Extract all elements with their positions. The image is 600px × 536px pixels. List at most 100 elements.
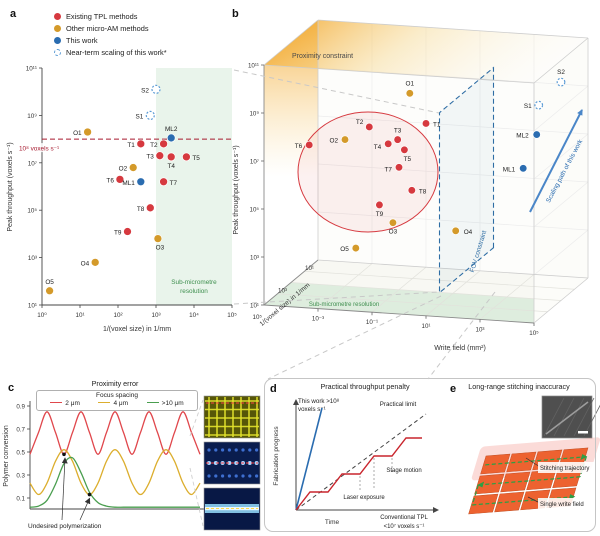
focus-spacing-legend: Focus spacing 2 μm 4 μm >10 μm [36,390,198,411]
point-O4 [90,257,100,267]
legend-item-thiswork: This work [54,34,167,46]
scale-bar [578,431,588,434]
b-z-tick: 10¹ [305,265,314,272]
point-label-O1: O1 [73,130,82,137]
b-point-ML1 [519,164,528,173]
point-S2 [151,84,161,94]
laser-exposure-label: Laser exposure [343,495,385,501]
proximity-top-face [264,20,588,83]
legend-item-2um: 2 μm [50,400,80,407]
point-T6 [115,175,125,184]
x-axis-title: 1/(voxel size) in 1/mm [103,326,171,333]
b-point-label-O2: O2 [329,138,338,145]
b-y-tick: 10¹¹ [248,63,259,70]
conventional-label: Conventional TPL [380,515,428,521]
y-tick-label: 10⁹ [27,113,37,120]
point-label-S2: S2 [141,87,149,94]
point-T7 [159,177,168,187]
other-dot-icon [54,24,61,32]
legend-item-scaling: Near-term scaling of this work* [54,46,167,58]
panel-d-letter: d [270,383,277,395]
b-y-tick: 10⁷ [250,159,259,166]
b-point-label-T2: T2 [356,119,364,126]
inset-grid-micrograph [203,395,261,439]
practical-limit-line [295,413,427,511]
legend-item-4um: 4 μm [98,400,128,407]
panel-de-frame [264,378,596,532]
b-point-label-T4: T4 [374,144,382,151]
c-y-tick: 0.5 [16,450,25,457]
x-tick-label: 10⁵ [227,312,237,319]
undesired-polymerization-label: Undesired polymerization [28,523,102,530]
point-O2 [128,163,138,172]
point-O5 [45,286,54,296]
b-x-axis-title: Write field (mm²) [434,345,486,352]
b-y-tick: 10³ [250,255,259,262]
point-label-ML2: ML2 [165,126,178,133]
line-swatch-icon [98,402,111,403]
b-point-label-O3: O3 [389,229,398,236]
b-point-S1 [534,100,544,110]
point-label-T8: T8 [137,206,145,213]
practical-limit-label: Practical limit [380,401,417,408]
b-point-label-T8: T8 [419,188,427,195]
panel-a-legend: Existing TPL methods Other micro-AM meth… [54,10,167,58]
scaling-dot-icon [54,48,61,56]
point-label-T5: T5 [192,155,200,162]
point-label-O5: O5 [45,279,54,286]
point-label-O2: O2 [119,166,128,173]
b-point-label-O1: O1 [406,80,415,87]
panel-a-letter: a [10,8,17,20]
this-work-label: This work >10⁸ [298,398,340,405]
point-label-O4: O4 [81,260,90,267]
y-tick-label: 10¹ [28,303,37,310]
point-S1 [145,110,155,121]
panel-c-title: Proximity error [91,379,139,388]
d-y-axis-title: Fabrication progress [273,426,280,486]
y-tick-label: 10⁵ [27,208,37,215]
panel-e-title: Long-range stitching inaccuracy [468,382,570,391]
point-T8 [145,203,155,213]
scaling-path-arrow [529,109,583,213]
proximity-constraint-label: Proximity constraint [292,53,353,60]
c-y-tick: 0.1 [16,496,25,503]
panel-a-chart: Sub-micrometre resolution 10¹ 10³ 10⁵ 10⁷ 10⁹ 1… [7,66,237,334]
legend-label: This work [66,35,98,45]
stitch-defect-line [545,401,589,435]
b-point-label-T5: T5 [404,156,412,163]
x-tick-label: 10¹ [75,312,84,319]
point-T2 [159,139,168,149]
line-swatch-icon [146,402,159,403]
panel-e-letter: e [450,383,457,395]
point-label-S1: S1 [135,113,143,120]
c-y-tick: 0.9 [16,404,25,411]
x-tick-label: 10² [113,312,122,319]
thiswork-dot-icon [54,36,61,44]
b-point-T4 [384,139,393,148]
panel-e-diagram: Stitching trajectory Single write field [468,395,600,515]
legend-item-other: Other micro-AM methods [54,22,167,34]
b-point-ML2 [532,130,541,139]
b-x-tick: 10⁻³ [312,316,324,323]
line-swatch-icon [50,402,63,403]
panel-b-letter: b [232,8,239,20]
stage-motion-label: Stage motion [386,468,421,474]
point-ML2 [166,133,176,143]
c-y-axis-title: Polymer conversion [3,425,10,487]
legend-label: Near-term scaling of this work* [66,47,167,57]
b-point-label-T3: T3 [394,128,402,135]
point-label-T6: T6 [106,177,114,184]
b-z-tick: 10⁵ [253,314,263,321]
tpl-dot-icon [54,12,61,20]
region-label: Sub-micrometre [171,279,217,286]
b-point-T6 [305,140,314,150]
b-y-tick: 10⁹ [249,111,259,118]
conventional-label: <10⁷ voxels s⁻¹ [384,523,425,530]
fov-constraint-slice [438,66,495,294]
b-point-O5 [351,243,360,253]
b-point-label-T6: T6 [295,143,303,150]
b-x-tick: 10⁵ [529,330,539,337]
b-point-S2 [556,77,566,87]
b-point-T8 [407,186,416,195]
point-T5 [182,152,191,162]
